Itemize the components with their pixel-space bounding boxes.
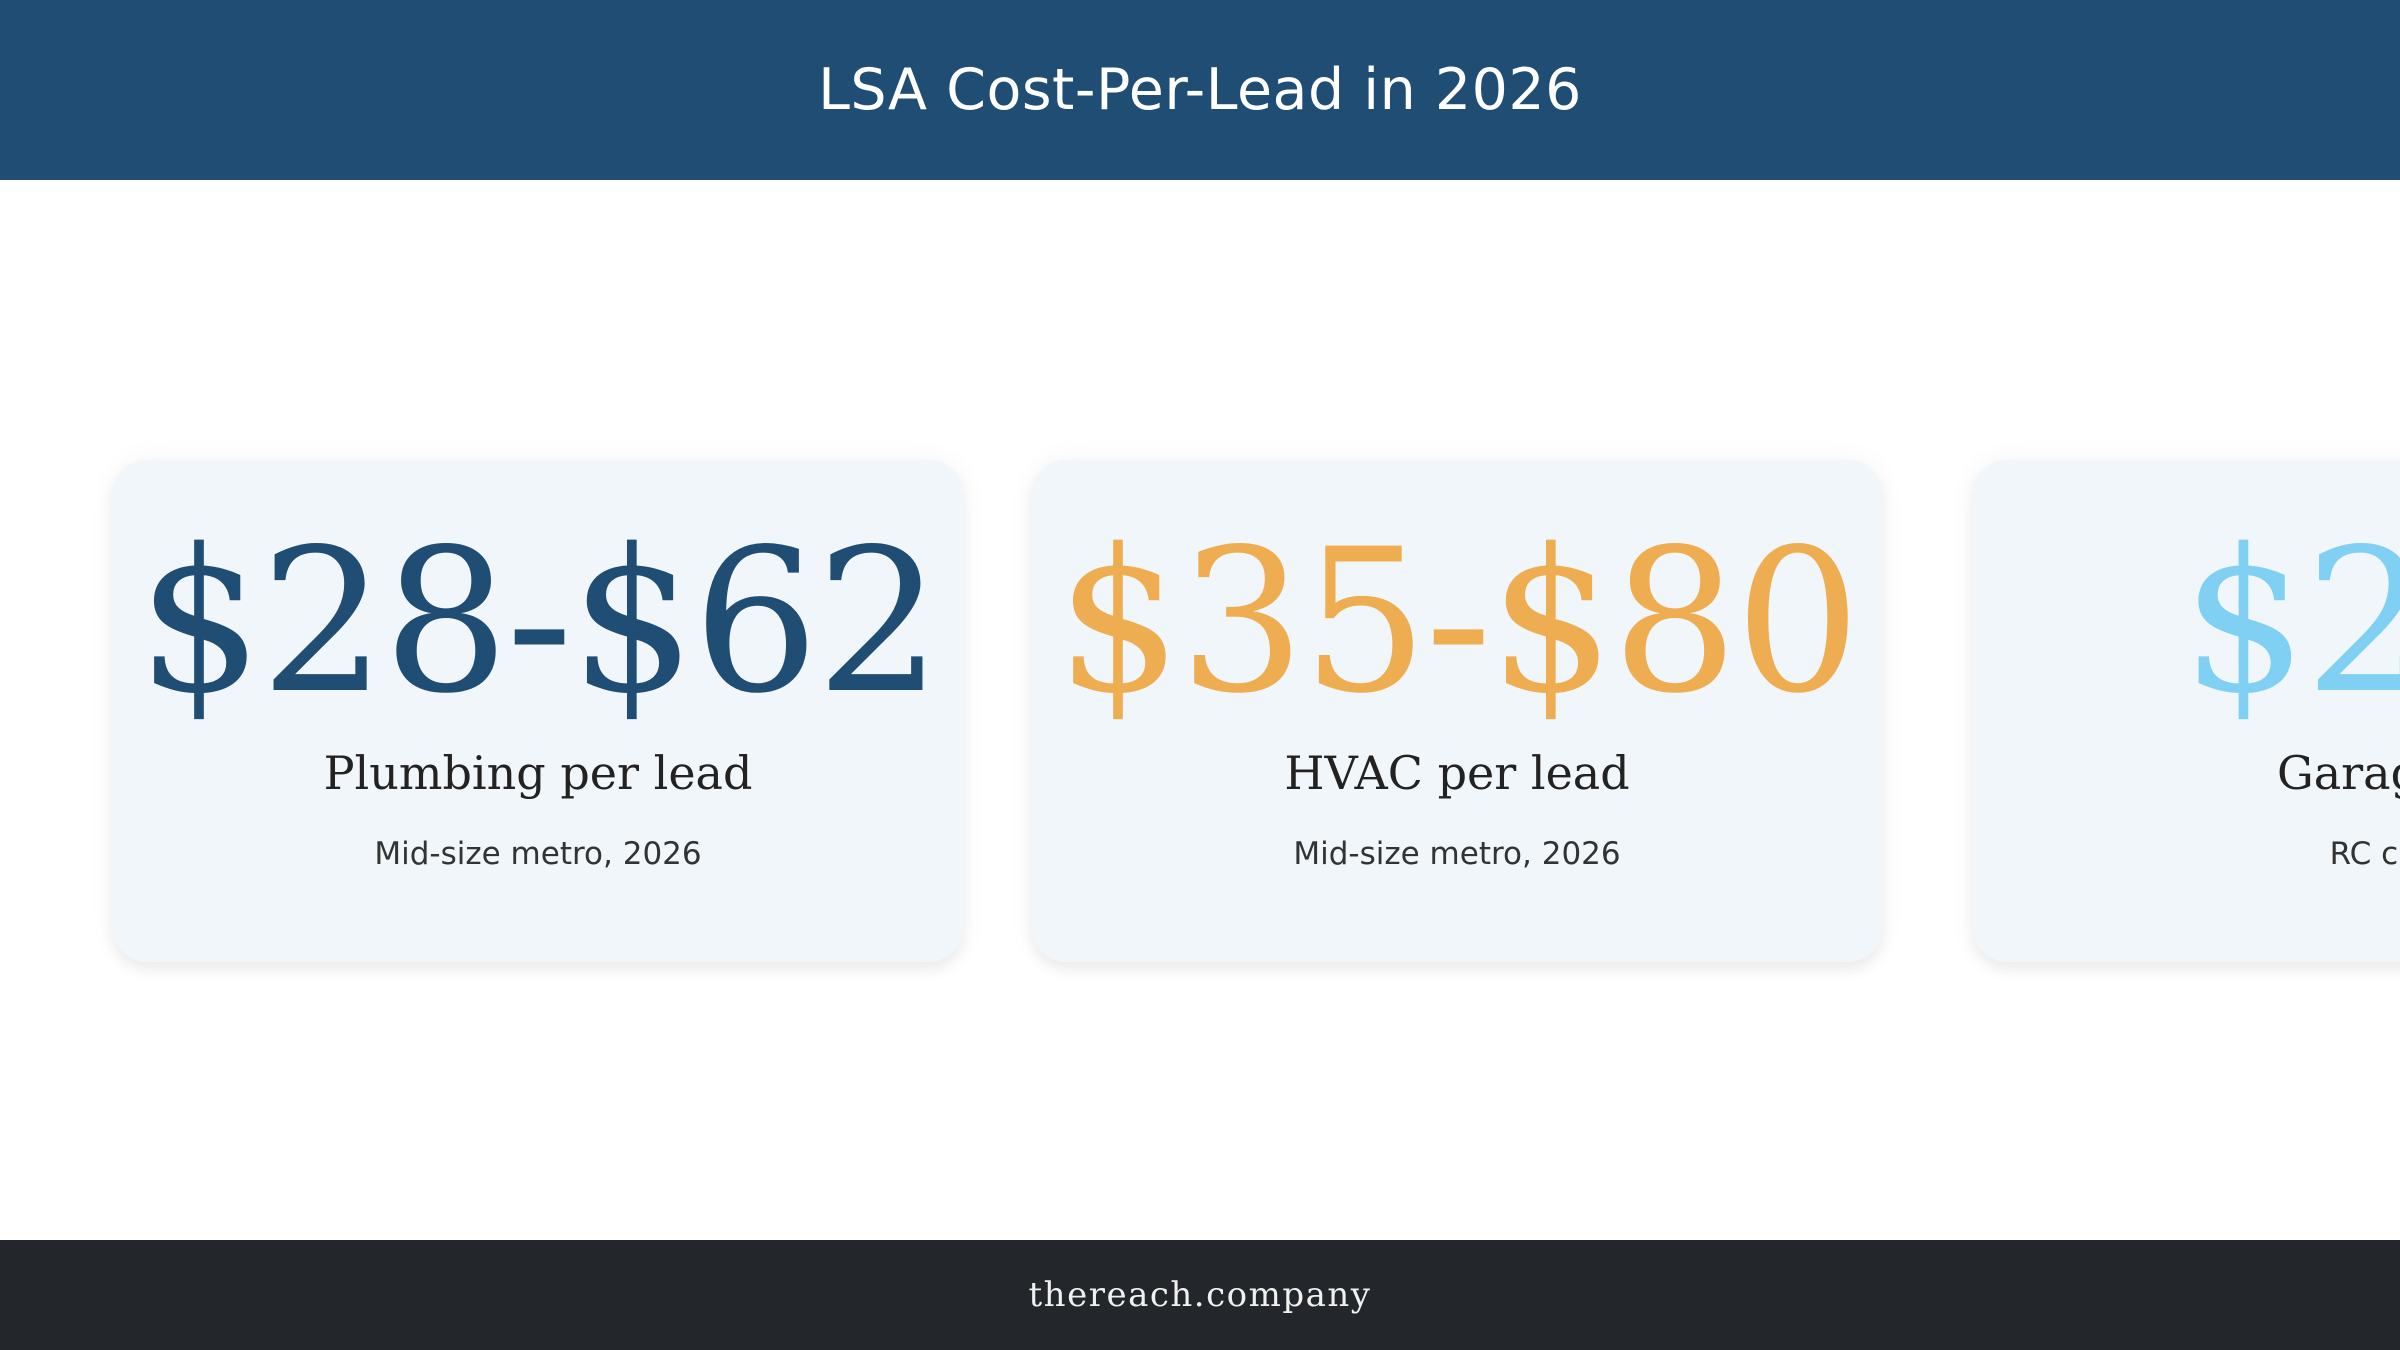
- stat-sublabel: Mid-size metro, 2026: [374, 836, 702, 872]
- stat-label: HVAC per lead: [1284, 746, 1630, 800]
- footer-bar: thereach.company: [0, 1240, 2400, 1350]
- stat-card-garage-door: $20- Garage do RC client: [1973, 460, 2400, 962]
- header-bar: LSA Cost-Per-Lead in 2026: [0, 0, 2400, 180]
- footer-url: thereach.company: [1028, 1275, 1372, 1315]
- stat-card-hvac: $35-$80 HVAC per lead Mid-size metro, 20…: [1032, 460, 1882, 962]
- page-title: LSA Cost-Per-Lead in 2026: [818, 57, 1582, 123]
- stat-sublabel: RC client: [2329, 836, 2400, 872]
- stat-value: $35-$80: [1056, 506, 1861, 737]
- stat-label: Plumbing per lead: [323, 746, 753, 800]
- stat-value: $28-$62: [137, 506, 942, 737]
- stat-card-plumbing: $28-$62 Plumbing per lead Mid-size metro…: [113, 460, 963, 962]
- stat-label: Garage do: [2276, 746, 2400, 800]
- stat-value: $20-: [2181, 506, 2400, 737]
- stat-sublabel: Mid-size metro, 2026: [1293, 836, 1621, 872]
